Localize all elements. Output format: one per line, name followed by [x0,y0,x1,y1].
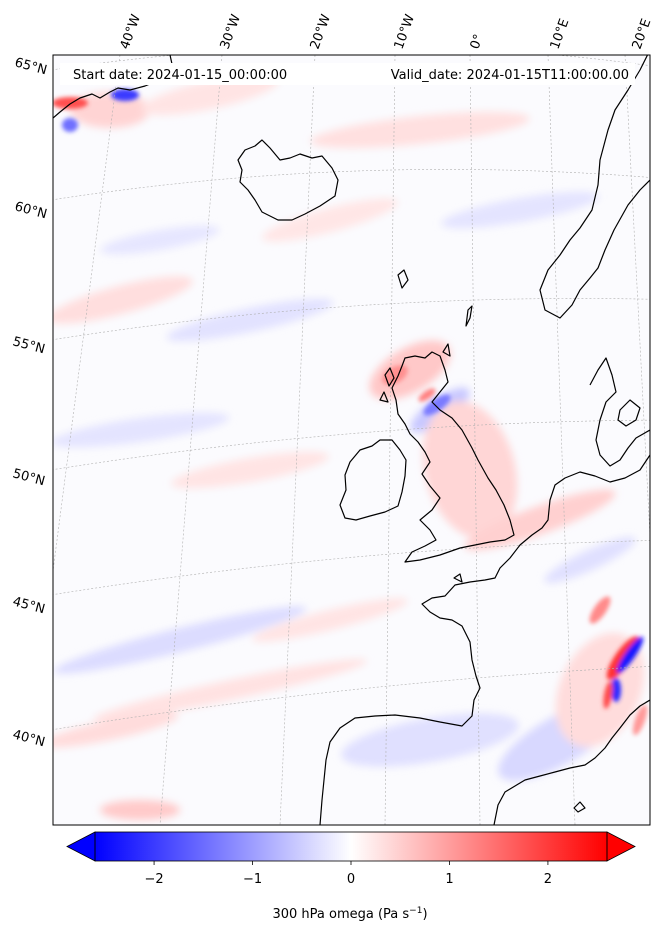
coastlines [53,55,650,825]
header-band [60,63,635,85]
colorbar-label: 300 hPa omega (Pa s−1) [272,906,427,922]
colorbar-tick-label: 0 [347,872,355,887]
map-frame [52,54,651,826]
colorbar-tick-label: −1 [243,872,262,887]
lat-label: 40°N [11,727,47,750]
colorbar-extend-high [606,831,636,862]
lat-label: 55°N [11,334,47,357]
colorbar-tick-label: 2 [544,872,552,887]
colorbar-label-exponent: −1 [409,906,422,916]
colorbar-ticks: −2 −1 0 1 2 [144,861,552,887]
valid-date-label: Valid_date: 2024-01-15T11:00:00.00 [391,68,629,83]
lat-label: 50°N [11,466,47,489]
lat-label: 65°N [13,55,49,78]
colorbar-tick-label: −2 [144,872,163,887]
colorbar-tick-label: 1 [445,872,453,887]
start-date-label: Start date: 2024-01-15_00:00:00 [73,68,287,83]
colorbar-label-text: 300 hPa omega (Pa s [272,907,409,922]
lon-label: 20°W [308,12,334,51]
lon-label: 10°E [548,17,573,52]
colorbar-label-close: ) [422,907,427,922]
lat-labels: 65°N 60°N 55°N 50°N 45°N 40°N [11,55,49,750]
lat-label: 45°N [11,594,47,617]
map-panel: Start date: 2024-01-15_00:00:00 Valid_da… [52,54,651,826]
colorbar-body [95,832,607,861]
lat-label: 60°N [13,199,49,222]
lon-label: 20°E [630,17,655,52]
colorbar-extend-low [66,831,96,862]
lon-label: 40°W [118,12,144,51]
omega-field [53,55,650,825]
lon-label: 30°W [218,12,244,51]
lon-label: 0° [468,32,487,51]
lon-label: 10°W [392,12,418,51]
lon-labels: 40°W 30°W 20°W 10°W 0° 10°E 20°E [118,12,655,51]
colorbar: −2 −1 0 1 2 300 hPa omega (Pa s−1) [66,831,636,922]
